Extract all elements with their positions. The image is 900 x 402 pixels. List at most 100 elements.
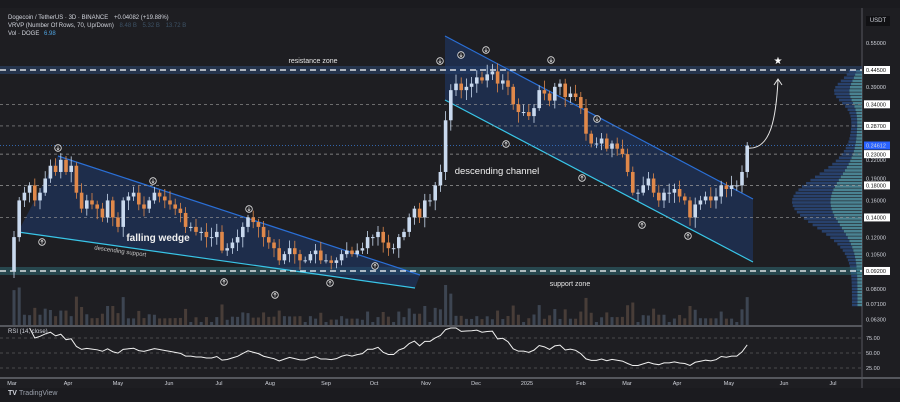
profile-bar-up — [849, 92, 862, 95]
volume-bar — [137, 310, 141, 325]
volume-legend[interactable]: Vol · DOGE 6.98 — [8, 30, 56, 38]
volume-bar — [360, 319, 364, 325]
profile-bar-down — [834, 92, 850, 95]
vrvp-legend[interactable]: VRVP (Number Of Rows, 70, Up/Down) 8.48 … — [8, 22, 186, 30]
candle-body — [490, 71, 495, 75]
marker-arrow — [56, 146, 60, 151]
profile-bar-down — [851, 284, 858, 287]
tradingview-logo[interactable]: TV TradingView — [8, 390, 57, 397]
price-label: 0.16000 — [866, 199, 886, 205]
profile-bar-down — [851, 297, 858, 300]
volume-bar — [277, 310, 281, 325]
volume-bar — [38, 314, 42, 325]
channel-lower-line[interactable] — [444, 99, 754, 263]
profile-bar-down — [793, 194, 832, 198]
candle-body — [714, 196, 718, 201]
marker-arrow — [151, 179, 155, 184]
volume-bar — [329, 319, 333, 325]
candle-body — [22, 192, 27, 201]
volume-bar — [423, 305, 427, 325]
volume-bar — [407, 308, 411, 325]
volume-bar — [12, 290, 16, 325]
profile-bar-up — [839, 223, 862, 227]
volume-bar — [719, 311, 723, 325]
profile-bar-down — [850, 134, 857, 137]
candle-body — [85, 200, 89, 209]
price-label: 0.12000 — [866, 235, 886, 241]
candle-body — [59, 159, 63, 172]
candle-body — [256, 222, 261, 227]
price-axis[interactable]: 0.55000 0.44500 0.39000 0.34000 0.28700 0.246… — [864, 41, 890, 372]
candle-body — [423, 200, 427, 218]
volume-bar — [163, 318, 167, 325]
symbol-header[interactable]: Dogecoin / TetherUS · 3D · BINANCE +0.04… — [8, 14, 169, 22]
candle-body — [79, 192, 84, 209]
volume-bar — [745, 297, 749, 325]
profile-bar-down — [821, 230, 844, 233]
profile-bar-down — [834, 239, 850, 243]
profile-bar-down — [830, 236, 848, 239]
profile-bar-up — [857, 278, 862, 281]
volume-bar — [345, 318, 349, 325]
profile-bar-down — [801, 185, 835, 188]
profile-bar-up — [836, 182, 862, 185]
candle-body — [334, 260, 339, 263]
profile-bar-up — [854, 146, 862, 150]
volume-bar — [402, 317, 406, 325]
volume-value: 6.98 — [44, 31, 56, 37]
candle-body — [215, 231, 219, 238]
candle-body — [386, 242, 391, 249]
candle-body — [121, 200, 125, 227]
candle-body — [163, 196, 167, 201]
volume-bar — [657, 314, 661, 325]
time-label: Jun — [165, 381, 174, 387]
candle-body — [469, 83, 474, 87]
candle-body — [345, 250, 349, 255]
volume-bar — [454, 315, 458, 325]
wedge-upper-line[interactable] — [57, 155, 421, 276]
volume-bar — [610, 317, 614, 325]
candle-body — [298, 254, 302, 261]
brand-name: TradingView — [18, 390, 58, 397]
candle-body — [688, 200, 692, 218]
time-label: Apr — [64, 381, 73, 387]
profile-bar-down — [835, 159, 851, 163]
candle-body — [631, 171, 635, 193]
profile-bar-down — [851, 290, 858, 294]
volume-bar — [215, 317, 219, 325]
price-change: +0.04082 (+19.88%) — [113, 15, 169, 21]
price-label: 0.39000 — [866, 85, 886, 91]
profile-bar-up — [851, 82, 862, 86]
candle-body — [137, 192, 141, 205]
candle-body — [729, 185, 734, 189]
profile-bar-up — [842, 172, 862, 175]
candle-body — [324, 260, 328, 262]
candle-body — [209, 237, 214, 239]
profile-bar-down — [837, 82, 852, 86]
candle-body — [542, 90, 547, 94]
volume-bar — [475, 316, 479, 325]
currency-button[interactable]: USDT — [866, 16, 890, 26]
candle-body — [111, 200, 115, 218]
profile-bar-down — [808, 220, 838, 223]
candle-body — [615, 143, 619, 149]
candle-body — [391, 248, 396, 250]
volume-label: Vol · DOGE — [8, 31, 40, 37]
falling-wedge-label: falling wedge — [126, 233, 190, 244]
volume-bar — [288, 316, 292, 325]
profile-bar-down — [837, 242, 851, 246]
volume-bar — [106, 305, 110, 325]
volume-bar — [262, 312, 266, 325]
time-axis[interactable]: Mar Apr May Jun Jul Aug Sep Oct Nov Dec 2025 Feb Mar… — [7, 381, 836, 387]
candle-body — [131, 192, 136, 197]
wedge-lower-line[interactable] — [17, 231, 416, 289]
profile-bar-up — [851, 156, 862, 159]
candle-body — [246, 217, 250, 227]
profile-bar-down — [851, 287, 858, 291]
volume-bars — [12, 285, 749, 325]
candle-body — [547, 93, 552, 101]
candle-body — [449, 90, 453, 121]
price-level-tag — [864, 100, 890, 109]
volume-bar — [28, 315, 32, 325]
